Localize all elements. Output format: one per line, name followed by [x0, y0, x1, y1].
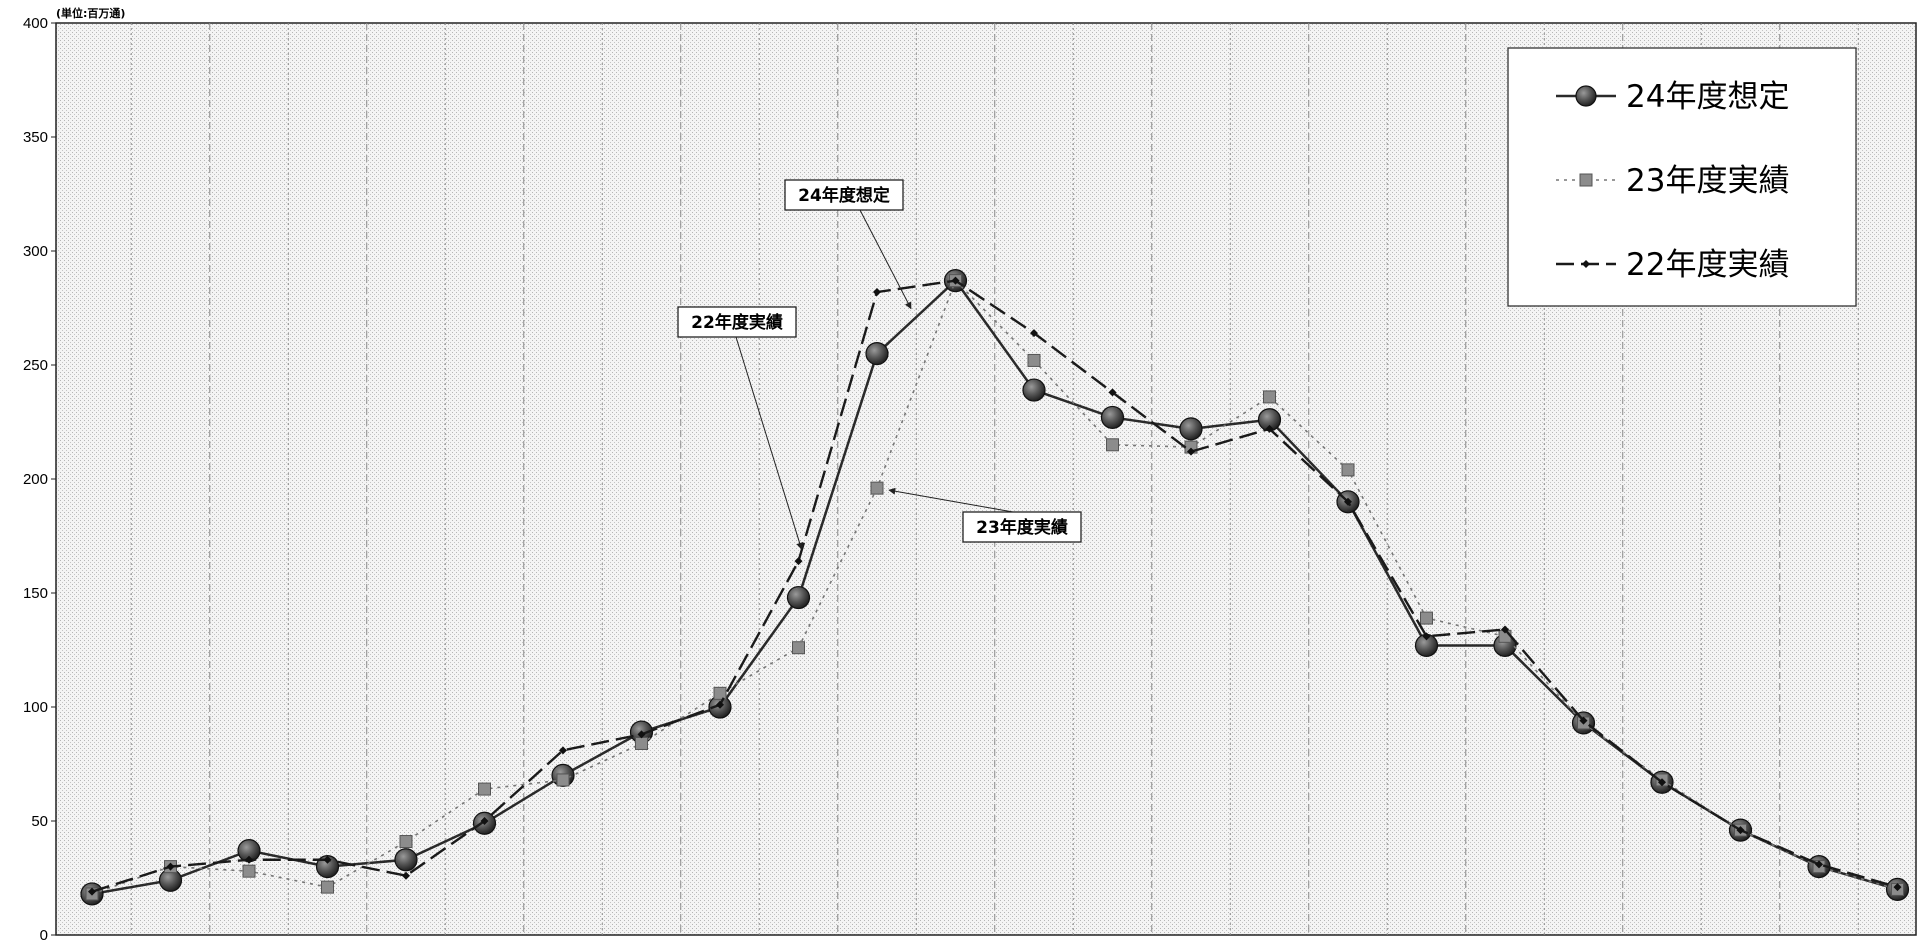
point-s2-3	[323, 855, 332, 864]
point-s0-13	[1100, 405, 1125, 430]
point-s0-12	[1022, 378, 1046, 402]
y-tick-label-2: 100	[23, 699, 48, 716]
callout-1: 22年度実績	[677, 306, 803, 550]
legend-label-2: 22年度実績	[1626, 247, 1789, 283]
legend-item-0: 24年度想定	[1556, 79, 1789, 115]
callout-box-2	[962, 511, 1082, 543]
series-line-1	[91, 279, 1898, 895]
y-tick-label-0: 0	[40, 927, 48, 944]
callout-box-1	[677, 306, 797, 338]
point-s1-17	[1420, 611, 1433, 625]
series-1	[85, 274, 1904, 901]
point-s2-9	[794, 557, 803, 566]
point-s2-16	[1344, 497, 1352, 506]
y-tick-label-7: 350	[23, 129, 48, 146]
callout-box-0	[784, 179, 904, 211]
callout-leader-2	[888, 487, 1014, 513]
point-s1-5	[478, 782, 491, 796]
point-s2-13	[1108, 388, 1117, 397]
unit-label: (単位:百万通)	[56, 6, 125, 20]
point-s2-6	[559, 746, 567, 755]
legend-item-2: 22年度実績	[1556, 247, 1789, 283]
point-s2-20	[1658, 778, 1666, 787]
grid-lines	[130, 23, 1859, 935]
point-s1-13	[1106, 438, 1119, 452]
series-line-0	[91, 279, 1898, 896]
point-s1-7	[635, 736, 648, 750]
point-s2-14	[1187, 447, 1195, 456]
y-tick-label-4: 200	[23, 471, 48, 488]
point-s2-18	[1501, 625, 1509, 634]
y-tick-label-6: 300	[23, 243, 48, 260]
legend-marker-2	[1582, 260, 1590, 268]
y-tick-label-3: 150	[23, 585, 48, 602]
point-s2-12	[1030, 329, 1038, 338]
point-s1-6	[556, 773, 570, 787]
series-2	[88, 276, 1902, 896]
point-s0-3	[315, 854, 340, 879]
callout-label-2: 23年度実績	[976, 517, 1068, 538]
point-s2-22	[1815, 860, 1823, 869]
point-s1-8	[713, 686, 727, 700]
callout-leader-1	[735, 336, 803, 550]
legend-label-1: 23年度実績	[1626, 163, 1789, 199]
axis: 0 50 100 150 200 250 300 350 400	[23, 15, 56, 944]
y-tick-label-1: 50	[31, 813, 48, 830]
point-s0-14	[1179, 417, 1203, 441]
point-s1-4	[399, 835, 413, 849]
point-s1-2	[242, 864, 256, 878]
callout-label-1: 22年度実績	[691, 312, 783, 333]
point-s2-0	[88, 887, 96, 896]
point-s0-4	[394, 848, 418, 872]
callouts: 24年度想定 22年度実績 23年度実績	[677, 179, 1082, 550]
point-s2-1	[166, 862, 175, 871]
point-s2-11	[951, 276, 960, 285]
legend: 24年度想定 23年度実績 22年度実績	[1507, 47, 1857, 307]
point-s2-5	[480, 817, 489, 825]
callout-label-0: 24年度想定	[798, 185, 890, 206]
callout-2: 23年度実績	[888, 487, 1082, 543]
point-s2-17	[1422, 632, 1431, 641]
callout-leader-0	[859, 209, 912, 310]
point-s2-4	[402, 871, 410, 880]
point-s2-8	[716, 700, 724, 709]
point-s2-23	[1893, 883, 1902, 892]
series-layer	[80, 269, 1910, 906]
series-line-2	[91, 279, 1898, 893]
point-s2-19	[1579, 716, 1588, 725]
y-tick-label-5: 250	[23, 357, 48, 374]
point-s2-2	[245, 855, 253, 864]
point-s1-16	[1341, 463, 1355, 477]
point-s0-9	[786, 585, 811, 610]
point-s2-10	[873, 288, 881, 297]
point-s2-15	[1265, 424, 1274, 433]
callout-0: 24年度想定	[784, 179, 912, 310]
legend-label-0: 24年度想定	[1626, 79, 1789, 115]
point-s1-12	[1027, 353, 1041, 367]
point-s2-21	[1736, 826, 1745, 835]
y-tick-label-8: 400	[23, 15, 48, 32]
legend-item-1: 23年度実績	[1556, 163, 1789, 199]
point-s1-15	[1263, 390, 1276, 404]
point-s1-9	[792, 641, 805, 655]
point-s1-3	[321, 880, 334, 894]
legend-marker-0	[1575, 85, 1597, 107]
legend-marker-1	[1579, 173, 1593, 187]
point-s1-10	[870, 481, 884, 495]
point-s2-7	[637, 730, 646, 739]
point-s0-10	[865, 342, 889, 366]
